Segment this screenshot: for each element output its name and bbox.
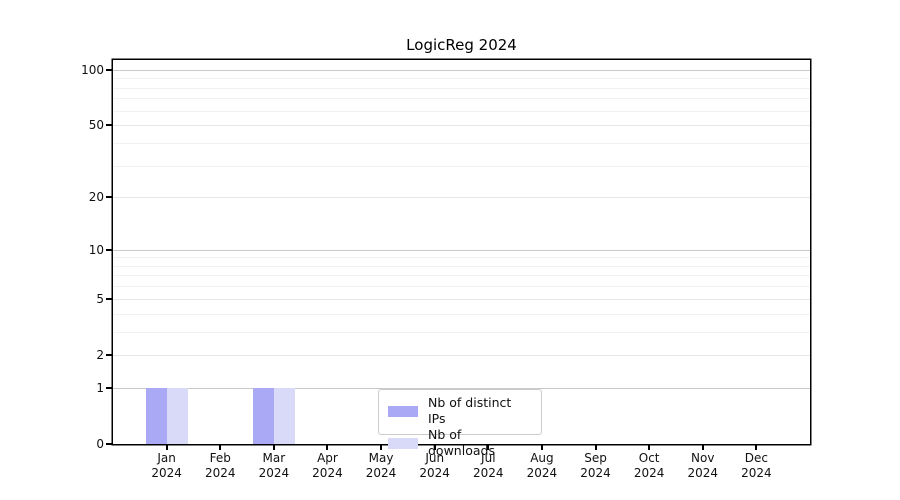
y-axis-tick xyxy=(106,297,112,300)
legend-swatch-downloads xyxy=(388,437,418,449)
y-tick-label: 10 xyxy=(88,242,104,257)
bar-distinct-ips xyxy=(252,387,274,444)
x-axis-tick xyxy=(701,445,704,450)
x-axis-tick xyxy=(380,445,383,450)
x-axis-tick xyxy=(594,445,597,450)
x-tick-label: Jun 2024 xyxy=(403,451,467,481)
x-tick-month: Jul xyxy=(481,451,496,465)
x-tick-label: Sep 2024 xyxy=(564,451,628,481)
gridline-minor xyxy=(113,265,810,267)
y-axis-tick xyxy=(106,68,112,71)
y-tick-label: 2 xyxy=(96,347,104,362)
x-tick-year: 2024 xyxy=(258,466,290,480)
gridline-minor xyxy=(113,98,810,100)
x-tick-year: 2024 xyxy=(365,466,397,480)
y-tick-label: 5 xyxy=(96,291,104,306)
y-tick-label: 1 xyxy=(96,380,104,395)
gridline-major xyxy=(113,69,810,71)
x-tick-year: 2024 xyxy=(419,466,450,480)
x-tick-label: Nov 2024 xyxy=(671,451,735,481)
y-axis-tick xyxy=(106,196,112,199)
y-tick-label: 100 xyxy=(81,62,104,77)
gridline-major xyxy=(113,354,810,356)
y-tick-label: 50 xyxy=(88,118,104,133)
x-tick-month: Mar xyxy=(262,451,286,465)
plot-area: Nb of distinct IPs Nb of downloads xyxy=(113,60,810,458)
gridline-minor xyxy=(113,165,810,167)
gridline-minor xyxy=(113,110,810,112)
gridline-minor xyxy=(113,275,810,277)
gridline-major xyxy=(113,125,810,127)
legend: Nb of distinct IPs Nb of downloads xyxy=(378,389,542,458)
x-axis-tick xyxy=(648,445,651,450)
x-tick-year: 2024 xyxy=(312,466,343,480)
gridline-minor xyxy=(113,286,810,288)
x-tick-year: 2024 xyxy=(741,466,772,480)
bar-downloads xyxy=(273,387,295,444)
gridline-major xyxy=(113,387,810,389)
x-tick-label: Feb 2024 xyxy=(188,451,252,481)
y-axis-tick xyxy=(106,443,112,445)
x-tick-month: Jan xyxy=(157,451,176,465)
x-tick-year: 2024 xyxy=(151,466,182,480)
x-tick-label: Aug 2024 xyxy=(510,451,574,481)
x-axis-tick xyxy=(326,445,329,450)
legend-swatch-distinct-ips xyxy=(388,405,418,417)
x-tick-month: Feb xyxy=(209,451,231,465)
x-tick-year: 2024 xyxy=(687,466,719,480)
x-tick-year: 2024 xyxy=(473,466,504,480)
x-tick-month: Jun xyxy=(425,451,445,465)
x-tick-label: May 2024 xyxy=(349,451,413,481)
x-tick-year: 2024 xyxy=(633,466,665,480)
x-tick-label: Dec 2024 xyxy=(724,451,788,481)
x-axis-tick xyxy=(755,445,758,450)
bar-downloads xyxy=(166,387,188,444)
x-tick-month: Apr xyxy=(317,451,338,465)
x-tick-year: 2024 xyxy=(580,466,611,480)
x-axis-tick xyxy=(433,445,436,450)
x-tick-month: Oct xyxy=(638,451,660,465)
gridline-major xyxy=(113,249,810,251)
gridline-major xyxy=(113,197,810,199)
x-tick-month: Sep xyxy=(584,451,607,465)
legend-item-distinct-ips: Nb of distinct IPs xyxy=(388,395,532,427)
gridline-minor xyxy=(113,331,810,333)
gridline-major xyxy=(113,298,810,300)
x-tick-month: May xyxy=(368,451,394,465)
x-tick-year: 2024 xyxy=(526,466,558,480)
x-axis-tick xyxy=(487,445,490,450)
x-tick-label: Jul 2024 xyxy=(456,451,520,481)
x-axis-tick xyxy=(165,445,168,450)
bar-distinct-ips xyxy=(145,387,167,444)
legend-label-downloads: Nb of downloads xyxy=(428,427,495,458)
chart-title: LogicReg 2024 xyxy=(406,36,517,54)
x-tick-year: 2024 xyxy=(204,466,236,480)
y-tick-label: 0 xyxy=(96,437,104,451)
x-axis-tick xyxy=(272,445,275,450)
y-axis-tick xyxy=(106,124,112,127)
legend-item-downloads: Nb of downloads xyxy=(388,427,532,459)
x-tick-label: Jan 2024 xyxy=(135,451,199,481)
gridline-minor xyxy=(113,142,810,144)
y-axis-tick xyxy=(106,386,112,389)
x-axis-tick xyxy=(219,445,222,450)
y-axis-tick xyxy=(106,353,112,356)
x-axis-tick xyxy=(540,445,543,450)
y-tick-label: 20 xyxy=(88,190,104,205)
x-tick-month: Nov xyxy=(691,451,715,465)
x-tick-label: Oct 2024 xyxy=(617,451,681,481)
gridline-minor xyxy=(113,313,810,315)
x-tick-month: Aug xyxy=(530,451,554,465)
gridline-minor xyxy=(113,87,810,89)
legend-label-distinct-ips: Nb of distinct IPs xyxy=(428,395,512,426)
y-axis-tick xyxy=(106,248,112,251)
x-tick-month: Dec xyxy=(744,451,768,465)
gridline-minor xyxy=(113,257,810,259)
gridline-minor xyxy=(113,78,810,80)
x-tick-label: Mar 2024 xyxy=(242,451,306,481)
x-tick-label: Apr 2024 xyxy=(295,451,359,481)
